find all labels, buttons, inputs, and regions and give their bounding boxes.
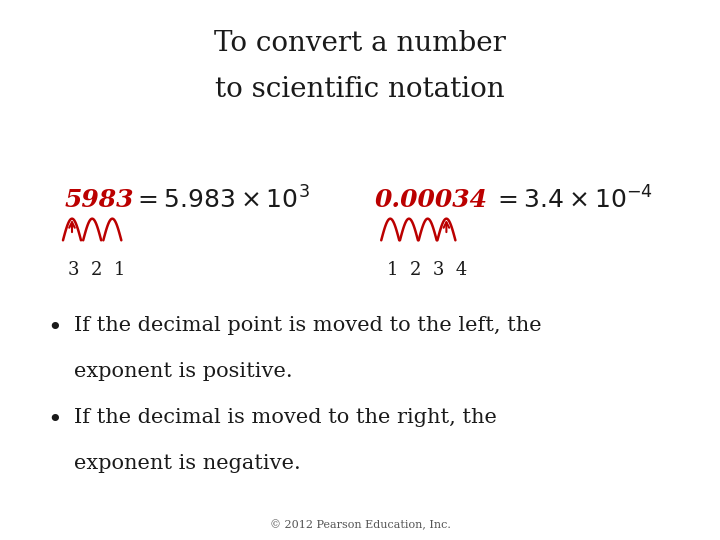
Text: 3  2  1: 3 2 1 [68, 261, 126, 279]
Text: If the decimal point is moved to the left, the: If the decimal point is moved to the lef… [74, 316, 541, 335]
Text: © 2012 Pearson Education, Inc.: © 2012 Pearson Education, Inc. [269, 519, 451, 530]
Text: $= 5.983 \times 10^{3}$: $= 5.983 \times 10^{3}$ [133, 186, 310, 213]
Text: 0.00034: 0.00034 [374, 188, 487, 212]
Text: •: • [47, 316, 61, 340]
Text: $= 3.4 \times 10^{-4}$: $= 3.4 \times 10^{-4}$ [493, 186, 653, 213]
Text: exponent is negative.: exponent is negative. [74, 454, 301, 472]
Text: to scientific notation: to scientific notation [215, 76, 505, 103]
Text: If the decimal is moved to the right, the: If the decimal is moved to the right, th… [74, 408, 497, 427]
Text: •: • [47, 408, 61, 431]
Text: 1  2  3  4: 1 2 3 4 [387, 261, 467, 279]
Text: 5983: 5983 [65, 188, 135, 212]
Text: exponent is positive.: exponent is positive. [74, 362, 293, 381]
Text: To convert a number: To convert a number [214, 30, 506, 57]
